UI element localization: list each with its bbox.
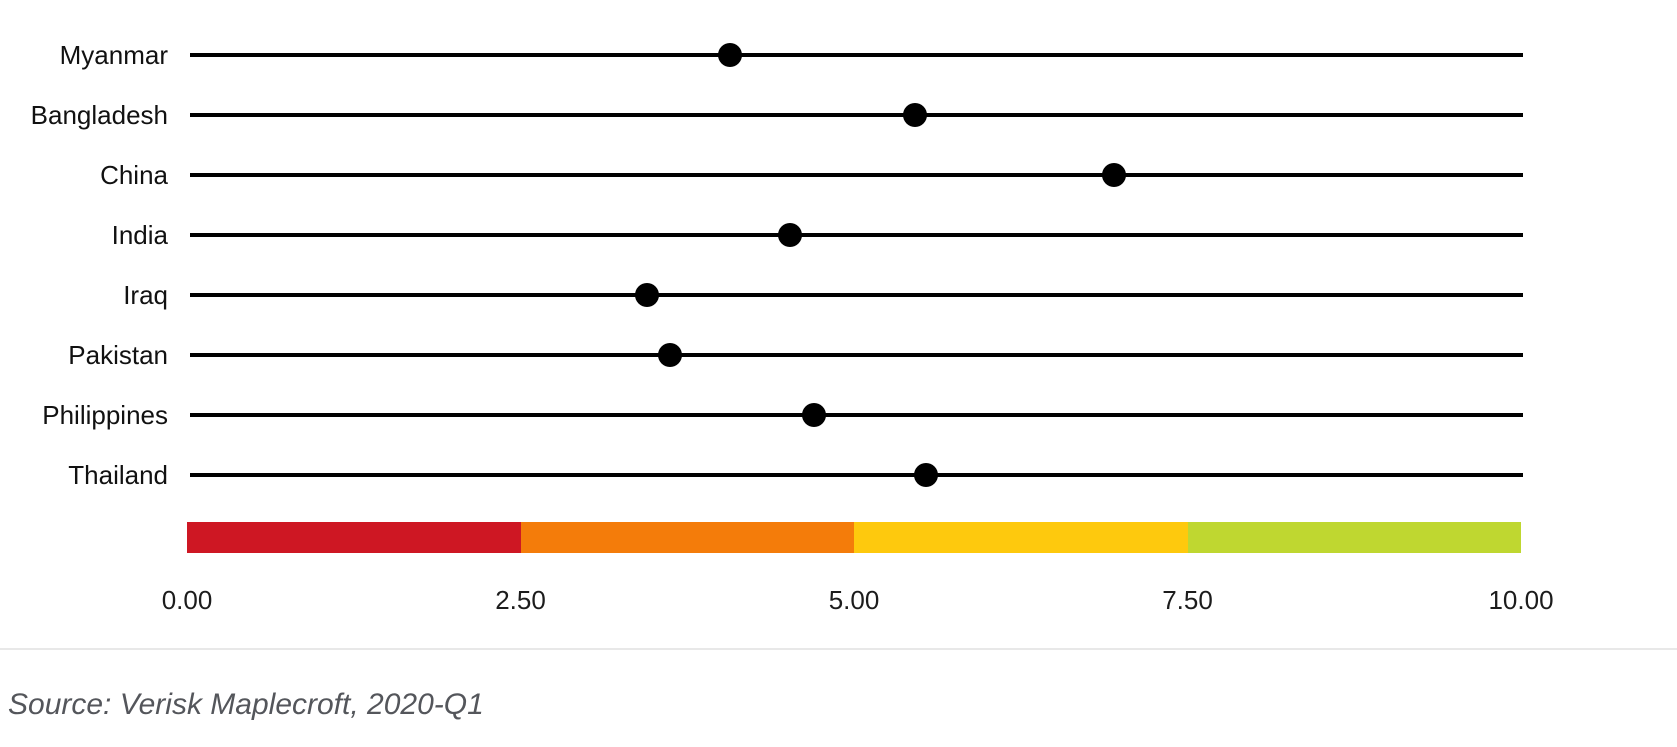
scale-band bbox=[520, 522, 854, 553]
row-line bbox=[190, 173, 1523, 177]
row-line bbox=[190, 293, 1523, 297]
row-track bbox=[190, 385, 1523, 445]
x-tick-label: 0.00 bbox=[161, 585, 213, 615]
chart-rows: Myanmar Bangladesh China India Iraq Pakistan P… bbox=[0, 25, 1677, 505]
x-tick-label: 2.50 bbox=[495, 585, 546, 615]
country-label: Iraq bbox=[123, 280, 168, 310]
chart-row: China bbox=[0, 145, 1677, 205]
source-caption: Source: Verisk Maplecroft, 2020-Q1 bbox=[8, 688, 484, 721]
row-line bbox=[190, 53, 1523, 57]
country-label: China bbox=[100, 160, 168, 190]
country-label: India bbox=[111, 220, 168, 250]
chart-row: Myanmar bbox=[0, 25, 1677, 85]
x-axis: 0.00 2.50 5.00 7.50 10.00 bbox=[162, 585, 1554, 619]
divider-line bbox=[0, 648, 1677, 650]
chart-row: Bangladesh bbox=[0, 85, 1677, 145]
chart-row: India bbox=[0, 205, 1677, 265]
row-track bbox=[190, 25, 1523, 85]
scale-band bbox=[1187, 522, 1521, 553]
row-track bbox=[190, 85, 1523, 145]
row-line bbox=[190, 113, 1523, 117]
data-point-dot bbox=[657, 343, 682, 367]
row-line bbox=[190, 353, 1523, 357]
chart-row: Pakistan bbox=[0, 325, 1677, 385]
chart-row: Philippines bbox=[0, 385, 1677, 445]
data-point-dot bbox=[913, 463, 938, 487]
scale-band bbox=[854, 522, 1188, 553]
data-point-dot bbox=[801, 403, 826, 427]
data-point-dot bbox=[1101, 163, 1126, 187]
row-track bbox=[190, 145, 1523, 205]
data-point-dot bbox=[717, 43, 742, 67]
row-line bbox=[190, 413, 1523, 417]
country-label: Bangladesh bbox=[30, 100, 168, 130]
row-track bbox=[190, 205, 1523, 265]
data-point-dot bbox=[903, 103, 928, 127]
country-label: Thailand bbox=[68, 460, 168, 490]
chart-row: Thailand bbox=[0, 445, 1677, 505]
data-point-dot bbox=[777, 223, 802, 247]
x-tick-label: 10.00 bbox=[1488, 585, 1554, 615]
scale-band bbox=[187, 522, 521, 553]
country-label: Myanmar bbox=[59, 40, 168, 70]
row-track bbox=[190, 445, 1523, 505]
chart-row: Iraq bbox=[0, 265, 1677, 325]
row-line bbox=[190, 233, 1523, 237]
row-track bbox=[190, 325, 1523, 385]
x-tick-label: 7.50 bbox=[1162, 585, 1213, 615]
row-line bbox=[190, 473, 1523, 477]
risk-color-scale bbox=[187, 522, 1521, 553]
data-point-dot bbox=[635, 283, 660, 307]
row-track bbox=[190, 265, 1523, 325]
x-tick-label: 5.00 bbox=[828, 585, 880, 615]
country-label: Philippines bbox=[42, 400, 168, 430]
country-label: Pakistan bbox=[68, 340, 168, 370]
